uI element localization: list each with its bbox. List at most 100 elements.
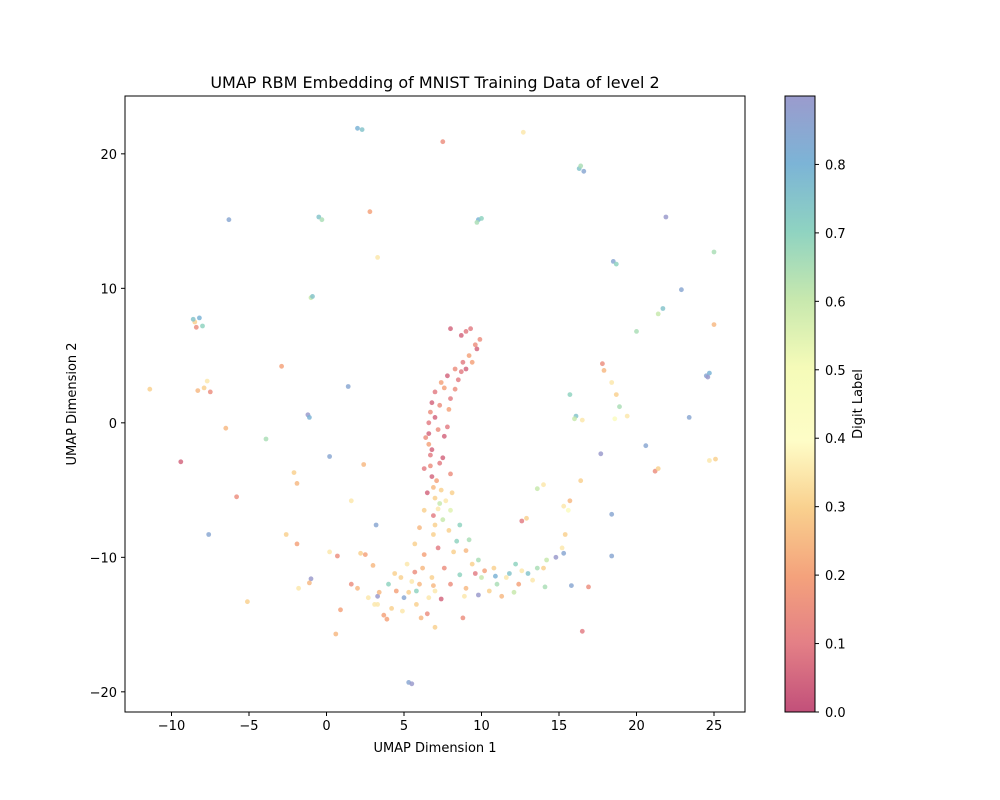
- data-point: [204, 378, 210, 384]
- x-tick-label: 5: [400, 719, 408, 734]
- data-point: [429, 447, 435, 453]
- data-point: [499, 593, 505, 599]
- data-point: [437, 402, 443, 408]
- data-point: [429, 575, 435, 580]
- data-point: [307, 580, 312, 586]
- data-point: [474, 346, 480, 352]
- data-point: [711, 322, 717, 327]
- data-point: [432, 415, 438, 420]
- data-point: [417, 581, 422, 587]
- data-point: [429, 474, 435, 479]
- data-point: [426, 595, 432, 601]
- data-point: [296, 585, 301, 591]
- data-point: [561, 503, 567, 509]
- data-point: [466, 537, 472, 543]
- data-point: [327, 549, 332, 555]
- data-point: [541, 482, 546, 488]
- data-point: [458, 369, 464, 375]
- data-point: [441, 433, 447, 439]
- data-point: [452, 366, 458, 372]
- data-point: [534, 486, 540, 492]
- data-point: [421, 466, 427, 471]
- data-point: [634, 329, 639, 334]
- data-point: [424, 611, 430, 617]
- data-point: [279, 363, 284, 369]
- data-point: [469, 561, 475, 567]
- data-point: [406, 589, 412, 595]
- plot-frame: [124, 95, 746, 713]
- data-point: [431, 532, 436, 537]
- data-point: [686, 415, 692, 420]
- data-point: [479, 575, 484, 580]
- data-point: [310, 294, 315, 299]
- data-point: [373, 522, 379, 528]
- data-point: [414, 588, 419, 594]
- colorbar-tick-label: 0.7: [825, 227, 846, 242]
- colorbar-tick-label: 0.6: [825, 295, 846, 310]
- colorbar-tick-label: 0.5: [825, 364, 846, 379]
- data-point: [401, 595, 407, 601]
- data-point: [421, 507, 427, 513]
- data-point: [398, 575, 404, 580]
- data-point: [226, 217, 232, 223]
- data-point: [448, 396, 453, 401]
- data-point: [423, 435, 429, 440]
- data-point: [412, 569, 418, 575]
- data-point: [516, 581, 522, 587]
- data-point: [609, 380, 615, 385]
- data-point: [707, 458, 712, 463]
- data-point: [617, 404, 622, 410]
- data-point: [519, 568, 525, 574]
- colorbar-tick-label: 0.1: [825, 638, 846, 653]
- data-point: [458, 333, 464, 338]
- data-point: [428, 409, 433, 415]
- data-point: [197, 315, 202, 321]
- data-point: [147, 386, 153, 392]
- data-point: [417, 525, 422, 531]
- colorbar-tick-label: 0.8: [825, 158, 846, 173]
- data-point: [393, 588, 399, 594]
- data-point: [482, 568, 487, 574]
- data-point: [441, 565, 447, 571]
- data-point: [463, 585, 469, 591]
- data-point: [598, 451, 604, 457]
- data-point: [578, 163, 584, 169]
- x-tick-label: 0: [322, 719, 330, 734]
- data-point: [476, 592, 481, 598]
- data-point: [472, 571, 478, 576]
- data-point: [472, 342, 478, 348]
- x-tick-label: 25: [706, 719, 723, 734]
- data-point: [421, 552, 427, 557]
- data-point: [375, 593, 380, 599]
- data-point: [283, 532, 289, 537]
- x-axis: −10 −5 0 5 10 15 20 25: [158, 712, 722, 734]
- data-point: [335, 553, 340, 559]
- data-point: [440, 455, 446, 461]
- data-point: [438, 596, 444, 602]
- x-tick-label: −5: [239, 719, 258, 734]
- y-axis: −20 −10 0 10 20: [90, 148, 125, 701]
- data-point: [348, 498, 354, 504]
- data-point: [530, 577, 535, 583]
- data-point: [435, 545, 441, 551]
- data-point: [234, 494, 240, 500]
- x-tick-label: 10: [473, 719, 490, 734]
- data-point: [600, 361, 605, 367]
- data-point: [190, 316, 196, 322]
- colorbar: 0.0 0.1 0.2 0.3 0.4 0.5 0.6 0.7 0.8 Digit Label: [784, 95, 866, 721]
- data-point: [513, 561, 518, 567]
- data-point: [609, 511, 615, 517]
- data-point: [386, 581, 391, 587]
- data-point: [193, 324, 199, 330]
- data-point: [294, 541, 300, 547]
- data-point: [503, 575, 509, 580]
- data-point: [432, 495, 438, 501]
- data-point: [572, 416, 577, 422]
- colorbar-ticks: 0.0 0.1 0.2 0.3 0.4 0.5 0.6 0.7 0.8: [815, 158, 846, 721]
- data-point: [361, 462, 367, 467]
- data-point: [367, 209, 373, 215]
- data-point: [462, 593, 467, 599]
- plot-area: [124, 95, 746, 713]
- x-tick-label: −10: [158, 719, 185, 734]
- data-point: [441, 385, 447, 391]
